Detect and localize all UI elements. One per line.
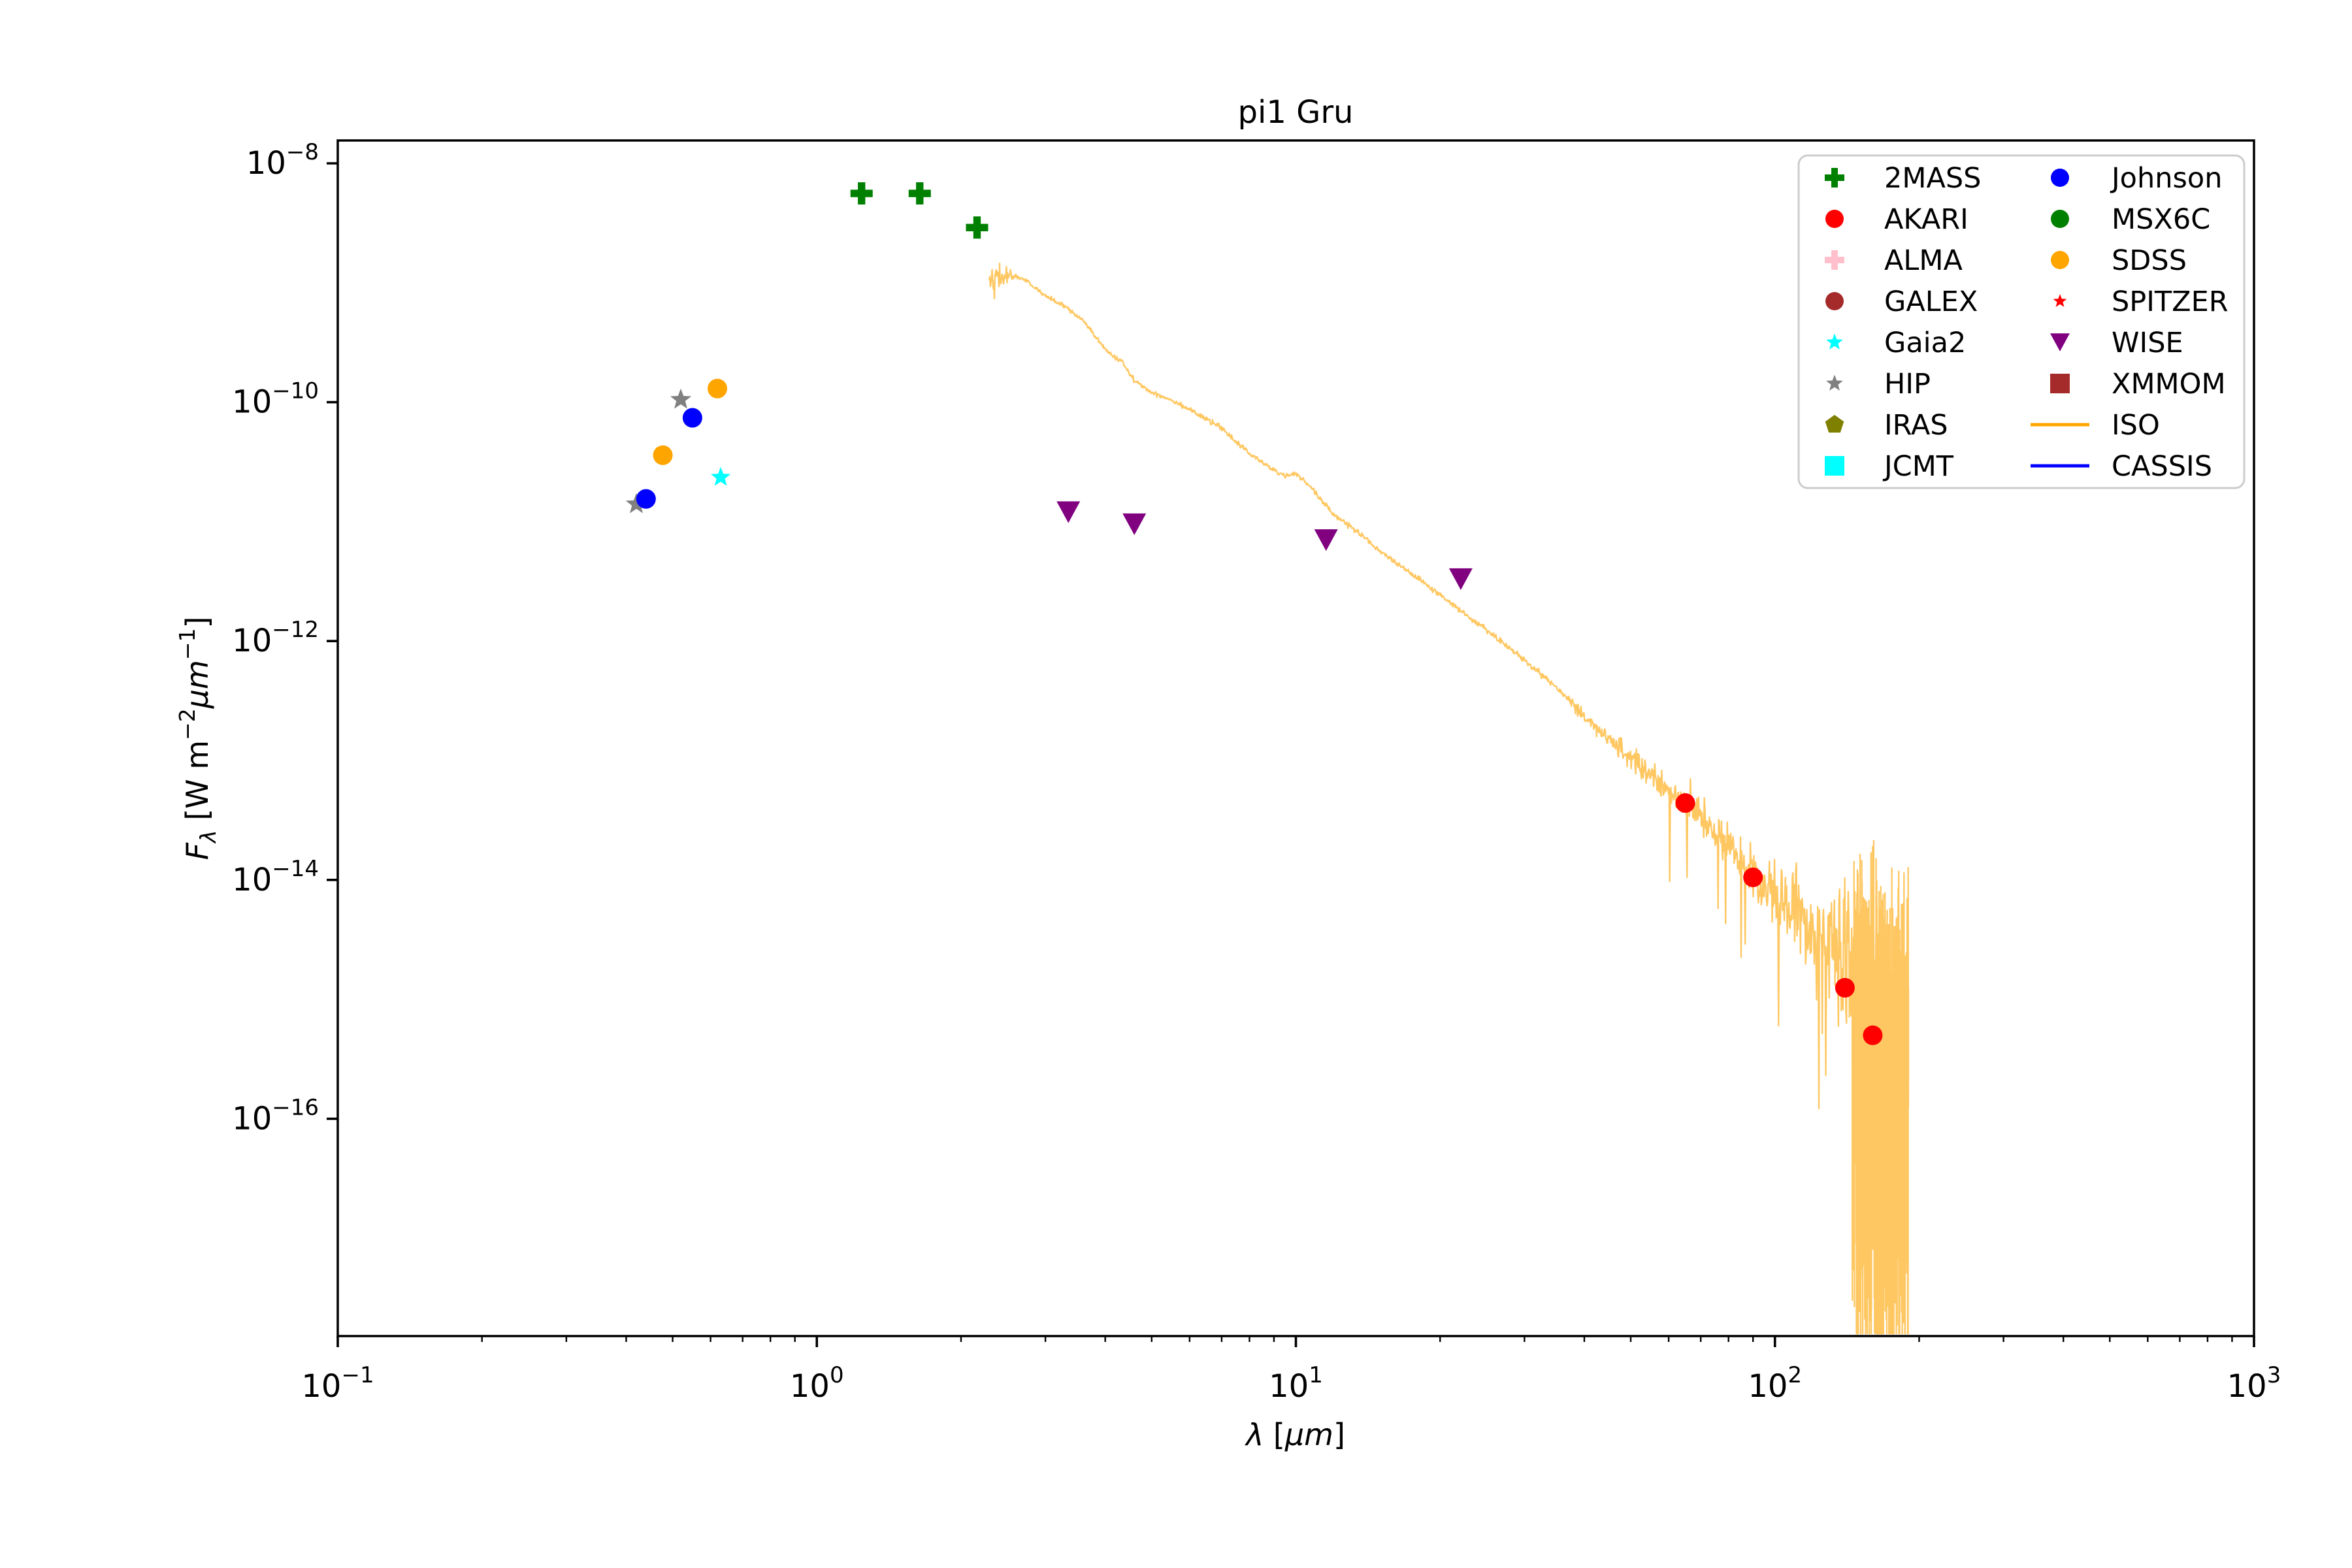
legend-label-cassis: CASSIS <box>2112 450 2212 483</box>
point-johnson <box>636 489 656 509</box>
point-wise <box>1056 501 1081 523</box>
legend-label-johnson: Johnson <box>2110 162 2222 195</box>
series-2mass <box>850 182 988 239</box>
legend-marker-wise-icon <box>2050 333 2070 351</box>
plot-title: pi1 Gru <box>1238 94 1354 131</box>
legend-label-gaia2: Gaia2 <box>1884 327 1966 359</box>
x-axis-label: λ [μm] <box>1244 1417 1345 1452</box>
series-akari <box>1675 793 1883 1045</box>
legend-item-gaia2: Gaia2 <box>1826 327 1966 359</box>
legend-label-alma: ALMA <box>1884 244 1963 277</box>
legend-item-iso: ISO <box>2031 409 2160 442</box>
series-sdss <box>653 378 728 465</box>
legend-item-johnson: Johnson <box>2051 162 2222 195</box>
x-axis-label-text: λ [μm] <box>1244 1417 1345 1452</box>
x-tick-label: 10−1 <box>301 1362 374 1405</box>
y-axis-label: Fλ [W m−2μm−1] <box>174 617 221 860</box>
series-johnson <box>636 408 702 509</box>
legend-label-spitzer: SPITZER <box>2112 286 2229 318</box>
point-wise <box>1448 568 1473 590</box>
point-akari <box>1743 867 1763 887</box>
y-tick-label: 10−14 <box>232 856 319 898</box>
legend-marker-2mass-icon <box>1825 168 1844 188</box>
point-2mass <box>966 216 988 239</box>
legend-item-spitzer: SPITZER <box>2053 286 2229 318</box>
legend-label-iras: IRAS <box>1884 409 1948 442</box>
legend-item-galex: GALEX <box>1825 286 1978 318</box>
legend-item-sdss: SDSS <box>2051 244 2187 277</box>
legend-label-2mass: 2MASS <box>1884 162 1981 195</box>
point-johnson <box>682 408 702 428</box>
series-wise <box>1056 501 1473 590</box>
legend-marker-sdss-icon <box>2051 251 2069 269</box>
legend-item-wise: WISE <box>2050 327 2183 359</box>
legend-item-2mass: 2MASS <box>1825 162 1981 195</box>
legend-label-jcmt: JCMT <box>1882 450 1954 483</box>
legend-marker-jcmt-icon <box>1825 456 1844 476</box>
legend-marker-iras-icon <box>1825 415 1844 433</box>
point-wise <box>1122 513 1147 536</box>
legend-item-akari: AKARI <box>1825 203 1968 236</box>
x-tick-label: 103 <box>2227 1362 2281 1405</box>
point-akari <box>1675 793 1695 813</box>
legend-item-hip: HIP <box>1826 368 1931 400</box>
x-tick-label: 100 <box>790 1362 844 1405</box>
legend-marker-xmmom-icon <box>2050 374 2070 393</box>
legend-box <box>1797 154 2246 489</box>
legend-label-iso: ISO <box>2112 409 2160 442</box>
point-akari <box>1835 977 1855 998</box>
legend-item-jcmt: JCMT <box>1825 450 1954 483</box>
legend-marker-galex-icon <box>1825 292 1844 310</box>
x-tick-label: 101 <box>1269 1362 1323 1405</box>
legend-label-xmmom: XMMOM <box>2112 368 2226 400</box>
point-hip <box>670 388 692 409</box>
axis-tick-labels: 10−1 100 101 102 103 10−8 10−10 10−12 10−14 10−16 <box>232 139 2281 1405</box>
legend-marker-akari-icon <box>1825 210 1844 228</box>
y-tick-label: 10−12 <box>232 617 319 659</box>
legend-label-galex: GALEX <box>1884 286 1978 318</box>
point-gaia2 <box>710 466 731 486</box>
point-hip <box>625 493 647 514</box>
legend-item-iras: IRAS <box>1825 409 1948 442</box>
legend-marker-johnson-icon <box>2051 169 2069 187</box>
point-sdss <box>653 445 673 465</box>
x-tick-label: 102 <box>1748 1362 1802 1405</box>
legend-label-wise: WISE <box>2112 327 2183 359</box>
legend-item-alma: ALMA <box>1825 244 1963 277</box>
legend-marker-gaia2-icon <box>1826 333 1843 350</box>
legend-label-sdss: SDSS <box>2112 244 2187 277</box>
point-sdss <box>708 378 728 399</box>
point-2mass <box>908 182 931 205</box>
legend-marker-alma-icon <box>1825 250 1844 270</box>
legend-item-msx6c: MSX6C <box>2051 203 2210 236</box>
legend-label-msx6c: MSX6C <box>2112 203 2210 236</box>
legend-marker-spitzer-icon <box>2053 294 2067 307</box>
axis-ticks <box>327 162 2255 1347</box>
point-2mass <box>850 182 873 205</box>
legend-label-hip: HIP <box>1884 368 1931 400</box>
legend-marker-msx6c-icon <box>2051 210 2069 228</box>
legend-marker-hip-icon <box>1826 374 1843 391</box>
data-points-layer <box>625 182 1883 1045</box>
point-akari <box>1863 1025 1883 1045</box>
y-axis-label-text: Fλ [W m−2μm−1] <box>174 617 221 860</box>
series-hip <box>625 388 692 514</box>
point-wise <box>1314 529 1338 551</box>
series-gaia2 <box>710 466 731 486</box>
legend: 2MASS AKARI ALMA GALEX Gaia2 HIP IRAS JCMT Johns… <box>1797 154 2246 489</box>
legend-item-cassis: CASSIS <box>2031 450 2212 483</box>
legend-label-akari: AKARI <box>1884 203 1968 236</box>
legend-item-xmmom: XMMOM <box>2050 368 2226 400</box>
y-tick-label: 10−10 <box>232 378 319 421</box>
y-tick-label: 10−8 <box>246 139 319 182</box>
y-tick-label: 10−16 <box>232 1094 319 1137</box>
